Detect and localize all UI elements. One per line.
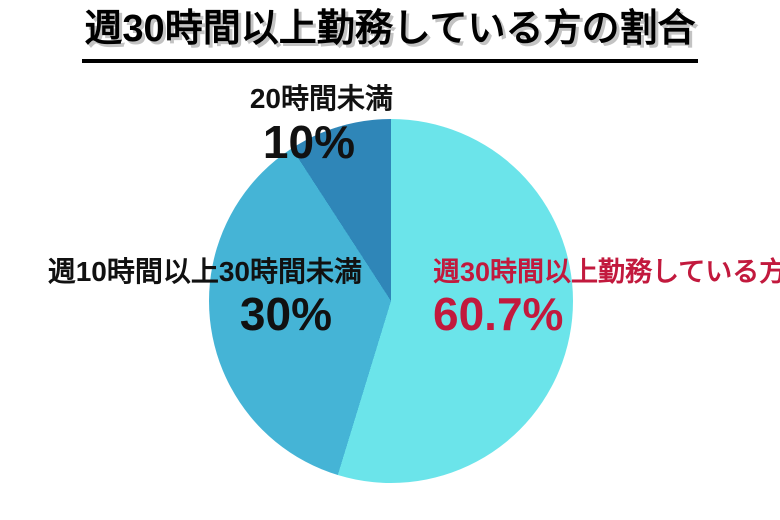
chart-title: 週30時間以上勤務している方の割合: [82, 8, 698, 63]
slice-label-under-20h: 20時間未満: [249, 83, 393, 114]
slice-value-over-30h: 60.7%: [433, 288, 564, 340]
title-bar: 週30時間以上勤務している方の割合: [0, 8, 780, 63]
slice-value-10-to-30h: 30%: [239, 288, 332, 340]
pie-chart: [209, 119, 573, 483]
slice-value-under-20h: 10%: [262, 116, 355, 168]
slice-label-over-30h: 週30時間以上勤務している方: [433, 257, 780, 287]
slice-label-10-to-30h: 週10時間以上30時間未満: [47, 256, 362, 287]
